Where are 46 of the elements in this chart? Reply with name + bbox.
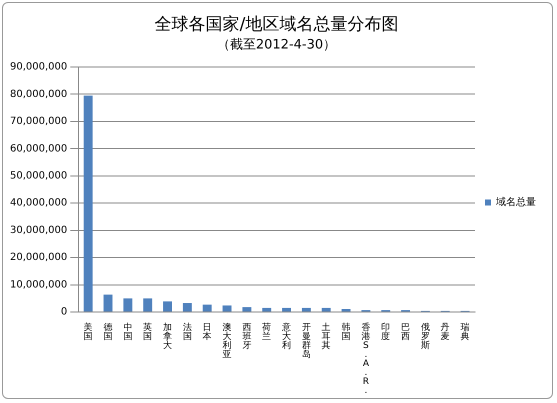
x-tick-label: 日本 bbox=[202, 322, 212, 342]
y-tick-label: 0 bbox=[60, 306, 68, 318]
x-tick-label: 美国 bbox=[84, 322, 93, 342]
y-tick-label: 10,000,000 bbox=[10, 279, 68, 290]
x-tick-label: 俄罗斯 bbox=[420, 322, 430, 351]
x-tick-label: 土耳其 bbox=[322, 322, 331, 351]
y-tick-label: 40,000,000 bbox=[10, 198, 68, 209]
x-tick-label: 瑞典 bbox=[460, 322, 470, 342]
x-tick-label: 荷兰 bbox=[262, 322, 272, 342]
x-tick-label: 法国 bbox=[182, 322, 192, 342]
x-tick-label: 丹麦 bbox=[440, 322, 450, 342]
bar bbox=[222, 305, 232, 312]
legend-label: 域名总量 bbox=[495, 196, 536, 208]
x-tick-label: 加拿大 bbox=[163, 322, 172, 351]
y-tick-label: 80,000,000 bbox=[10, 88, 68, 100]
y-tick-label: 70,000,000 bbox=[10, 116, 68, 128]
x-tick-label: 德国 bbox=[104, 322, 113, 342]
bar bbox=[282, 308, 292, 312]
y-tick-label: 30,000,000 bbox=[10, 224, 68, 236]
x-tick-label: 韩国 bbox=[342, 322, 351, 342]
bar bbox=[262, 308, 272, 312]
x-tick-label: 澳大利亚 bbox=[222, 322, 232, 360]
bar bbox=[242, 307, 252, 312]
bar bbox=[202, 304, 212, 312]
chart-title: 全球各国家/地区域名总量分布图 bbox=[154, 14, 398, 35]
bar bbox=[143, 298, 152, 312]
bar bbox=[302, 308, 311, 312]
x-tick-label: 巴西 bbox=[401, 322, 410, 342]
x-tick-label: 英国 bbox=[143, 322, 152, 342]
x-tick-label: 开曼群岛 bbox=[302, 322, 311, 360]
bar bbox=[123, 298, 132, 312]
bar bbox=[182, 303, 192, 312]
y-tick-label: 60,000,000 bbox=[10, 143, 68, 154]
x-tick-label: 意大利 bbox=[281, 322, 292, 351]
x-tick-label: 中国 bbox=[123, 322, 132, 342]
bar bbox=[104, 294, 112, 312]
y-tick-label: 20,000,000 bbox=[10, 252, 68, 264]
y-tick-label: 90,000,000 bbox=[10, 62, 68, 73]
x-tick-label: 香港S.A.R. bbox=[361, 322, 370, 396]
x-tick-label: 印度 bbox=[381, 322, 390, 342]
x-tick-label: 西班牙 bbox=[242, 322, 252, 351]
y-tick-label: 50,000,000 bbox=[10, 170, 68, 182]
bar bbox=[84, 96, 93, 312]
chart-subtitle: （截至2012-4-30） bbox=[216, 38, 336, 53]
bar bbox=[322, 308, 331, 312]
bar bbox=[163, 301, 172, 312]
